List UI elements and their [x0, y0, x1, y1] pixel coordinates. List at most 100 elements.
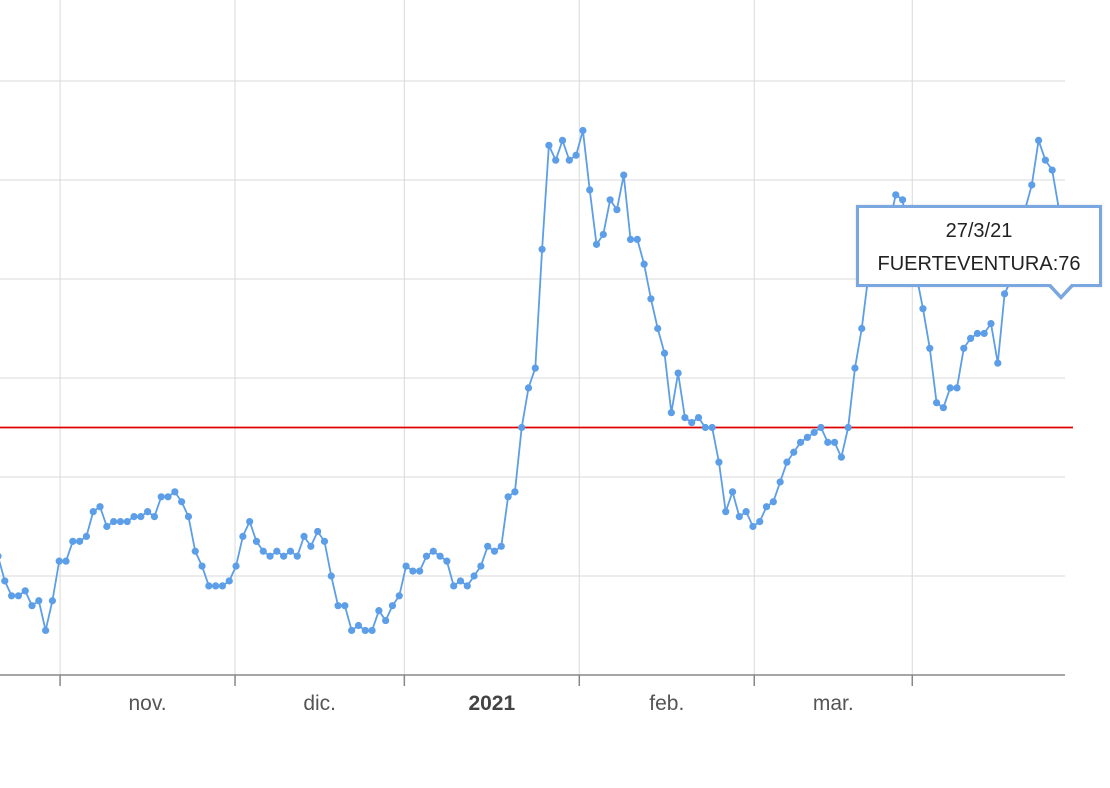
data-point [844, 423, 852, 432]
data-point [8, 592, 16, 600]
data-point [1, 577, 9, 585]
data-point [484, 542, 492, 550]
data-point [266, 552, 274, 560]
data-point [395, 592, 403, 600]
data-point [1028, 181, 1036, 189]
data-point [103, 522, 111, 531]
data-point [218, 582, 227, 590]
data-point [286, 547, 295, 555]
data-point [171, 488, 179, 496]
data-point [198, 562, 206, 570]
data-point [919, 305, 927, 313]
data-point [640, 260, 648, 268]
data-point [824, 438, 832, 446]
data-point [409, 567, 417, 575]
data-point [477, 562, 485, 570]
data-point [1000, 290, 1009, 298]
data-point [742, 508, 750, 516]
data-point [123, 517, 131, 526]
data-point [300, 532, 308, 541]
x-tick-label: feb. [649, 692, 684, 715]
data-point [246, 517, 254, 526]
data-point [579, 126, 587, 135]
data-point [205, 582, 213, 590]
data-point [817, 423, 825, 432]
data-point [973, 329, 981, 338]
data-point [42, 626, 50, 635]
data-point [592, 240, 601, 248]
data-point [0, 553, 2, 560]
data-point [361, 626, 369, 635]
data-point [830, 438, 839, 446]
data-point [150, 513, 159, 521]
data-point [681, 414, 689, 422]
data-point [980, 329, 988, 338]
grid-lines [0, 0, 1065, 675]
data-point [518, 423, 526, 432]
data-point [110, 517, 118, 526]
data-point [674, 369, 682, 377]
data-point [144, 508, 152, 516]
data-point [565, 156, 573, 164]
data-point [429, 547, 437, 555]
data-point [1041, 156, 1049, 164]
data-point [932, 399, 941, 407]
data-point [728, 488, 737, 496]
data-point [796, 438, 805, 446]
data-point [953, 384, 961, 392]
data-point [756, 517, 764, 526]
data-point [1048, 166, 1056, 174]
data-point [715, 458, 723, 466]
data-point [994, 359, 1002, 367]
data-point [21, 587, 29, 595]
data-point [69, 537, 77, 545]
data-point [35, 597, 43, 605]
data-point [987, 319, 995, 328]
data-point [334, 602, 342, 610]
data-point [314, 527, 322, 536]
x-tick-label: 2021 [468, 692, 515, 715]
data-point [531, 364, 539, 372]
data-point [558, 136, 567, 144]
data-point [654, 324, 662, 333]
data-point [55, 557, 63, 565]
data-point [1035, 136, 1043, 144]
data-point [422, 552, 431, 560]
data-point [538, 245, 546, 253]
data-point [783, 458, 791, 466]
data-point [626, 235, 635, 243]
data-point [749, 522, 757, 531]
data-point [892, 191, 900, 199]
data-point [490, 547, 499, 555]
data-point [239, 532, 247, 541]
data-point [354, 621, 363, 630]
data-point [62, 557, 70, 565]
data-point [660, 349, 669, 357]
data-point [28, 602, 36, 610]
data-point [14, 592, 22, 600]
data-point [382, 616, 390, 625]
data-point [946, 384, 954, 392]
data-point [939, 404, 947, 412]
data-point [116, 517, 125, 526]
data-point [552, 156, 560, 164]
data-point [96, 503, 104, 511]
series-layer [0, 126, 1063, 635]
data-point [722, 508, 730, 516]
data-point [633, 235, 641, 243]
data-point [524, 384, 533, 392]
data-point [368, 626, 376, 635]
data-point [599, 230, 607, 239]
data-point [293, 552, 301, 560]
data-point [375, 607, 383, 615]
data-point [810, 428, 818, 437]
data-point [586, 186, 594, 194]
data-point [790, 448, 798, 456]
data-point [443, 557, 451, 565]
data-point [137, 513, 145, 521]
x-axis: nov. dic. 2021 feb. mar. [0, 674, 1065, 715]
data-point [89, 508, 97, 516]
data-point [545, 141, 553, 149]
data-point [620, 171, 628, 179]
data-point [960, 344, 968, 352]
